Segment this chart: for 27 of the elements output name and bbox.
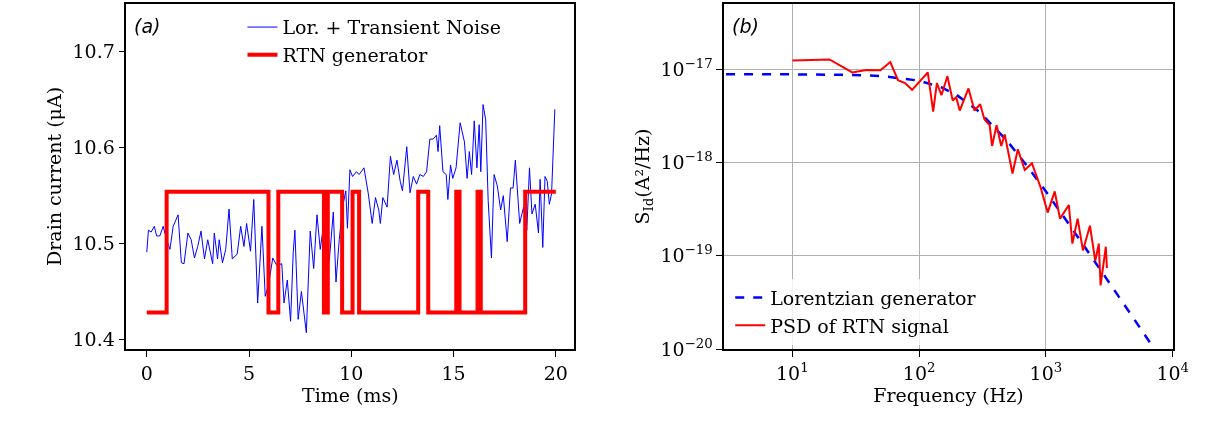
annotation: (a) — [134, 15, 161, 37]
legend-label: PSD of RTN signal — [770, 314, 949, 337]
x-axis-title: Time (ms) — [301, 383, 399, 406]
x-tick-label: 0 — [140, 361, 153, 384]
y-tick-label: 10.5 — [72, 232, 115, 255]
legend-label: Lorentzian generator — [770, 287, 977, 309]
x-tick-label: 5 — [243, 361, 256, 384]
legend-label: Lor. + Transient Noise — [282, 16, 502, 39]
y-axis-title: Drain current (μA) — [42, 86, 65, 267]
x-tick-label: 20 — [543, 361, 568, 384]
x-tick-label: 10$^{2}$ — [902, 359, 936, 384]
x-tick-label: 15 — [441, 361, 466, 384]
x-axis-title: Frequency (Hz) — [873, 383, 1024, 406]
y-tick-label: 10$^{−20}$ — [660, 335, 713, 360]
legend-label: RTN generator — [282, 44, 429, 67]
x-tick-label: 10$^{1}$ — [776, 359, 809, 384]
y-tick-label: 10.4 — [72, 328, 115, 351]
y-tick-label: 10.6 — [72, 136, 115, 159]
annotation: (b) — [732, 15, 759, 37]
x-tick-label: 10$^{4}$ — [1156, 359, 1190, 384]
x-tick-label: 10 — [339, 361, 364, 384]
y-tick-label: 10$^{−17}$ — [660, 55, 713, 80]
y-tick-label: 10$^{−18}$ — [660, 149, 713, 174]
y-tick-label: 10$^{−19}$ — [660, 242, 713, 267]
y-tick-label: 10.7 — [72, 40, 115, 63]
x-tick-label: 10$^{3}$ — [1029, 359, 1063, 384]
line-series — [146, 104, 556, 334]
